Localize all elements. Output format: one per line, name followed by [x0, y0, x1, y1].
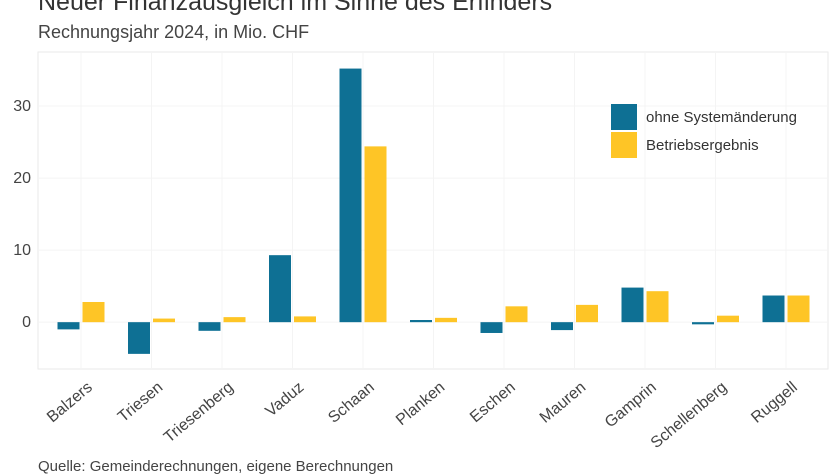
bar-betriebsergebnis-mauren	[576, 304, 598, 323]
legend-label: ohne Systemänderung	[646, 109, 797, 126]
x-tick-label: Ruggell	[748, 379, 800, 427]
bar-ohne-systemaenderung-vaduz	[269, 255, 291, 323]
chart-subtitle: Rechnungsjahr 2024, in Mio. CHF	[38, 22, 310, 42]
bar-ohne-systemaenderung-triesen	[128, 322, 150, 354]
bar-ohne-systemaenderung-mauren	[551, 322, 573, 331]
y-tick-label: 0	[22, 314, 31, 331]
bar-betriebsergebnis-vaduz	[294, 316, 316, 323]
chart-title: Neuer Finanzausgleich im Sinne des Erfin…	[38, 0, 553, 16]
bar-ohne-systemaenderung-balzers	[57, 322, 80, 330]
bar-ohne-systemaenderung-planken	[410, 320, 432, 323]
x-tick-label: Balzers	[44, 379, 96, 426]
x-tick-label: Vaduz	[263, 379, 308, 420]
x-tick-label: Schaan	[325, 379, 377, 427]
y-tick-label: 10	[13, 242, 31, 259]
bar-betriebsergebnis-eschen	[505, 306, 528, 323]
x-tick-label: Eschen	[467, 379, 519, 426]
legend: ohne Systemänderung Betriebsergebnis	[611, 104, 797, 158]
y-tick-label: 30	[13, 98, 31, 115]
bar-betriebsergebnis-gamprin	[646, 291, 669, 323]
y-tick-label: 20	[13, 170, 31, 187]
y-axis: 0 10 20 30	[13, 98, 31, 331]
grid-lines	[38, 52, 828, 369]
bar-ohne-systemaenderung-gamprin	[621, 287, 644, 323]
bar-betriebsergebnis-schaan	[364, 146, 387, 323]
legend-label: Betriebsergebnis	[646, 137, 759, 154]
x-tick-label: Schellenberg	[648, 379, 730, 452]
bar-betriebsergebnis-balzers	[82, 301, 105, 323]
bars	[57, 68, 810, 354]
bar-ohne-systemaenderung-schaan	[339, 68, 362, 323]
bar-ohne-systemaenderung-eschen	[480, 322, 503, 333]
x-tick-label: Triesen	[115, 379, 166, 426]
bar-betriebsergebnis-ruggell	[787, 295, 810, 323]
bar-ohne-systemaenderung-triesenberg	[198, 322, 221, 331]
bar-betriebsergebnis-schellenberg	[717, 315, 739, 323]
x-tick-label: Triesenberg	[161, 379, 237, 447]
bar-ohne-systemaenderung-ruggell	[762, 295, 785, 323]
x-tick-label: Planken	[393, 379, 448, 429]
bar-betriebsergebnis-triesen	[153, 318, 175, 323]
bar-betriebsergebnis-triesenberg	[223, 317, 246, 323]
x-tick-label: Mauren	[537, 379, 589, 427]
legend-swatch	[611, 104, 637, 130]
bar-ohne-systemaenderung-schellenberg	[692, 322, 714, 325]
legend-swatch	[611, 132, 637, 158]
source-note: Quelle: Gemeinderechnungen, eigene Berec…	[38, 458, 394, 475]
bar-betriebsergebnis-planken	[435, 317, 457, 323]
x-tick-label: Gamprin	[602, 379, 660, 431]
